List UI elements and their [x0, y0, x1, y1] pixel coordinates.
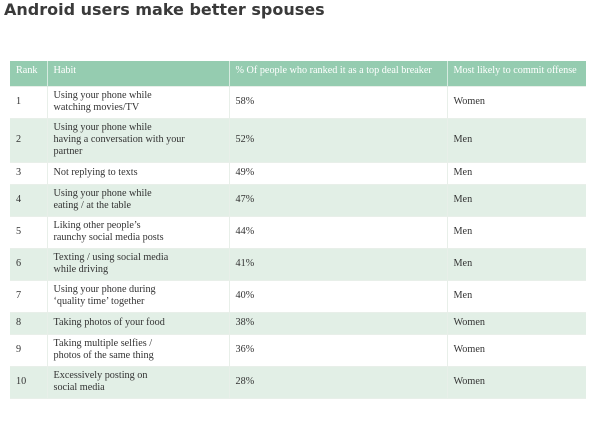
cell-most-likely: Men: [447, 215, 586, 248]
table-header-row: Rank Habit % Of people who ranked it as …: [10, 61, 586, 86]
cell-percent: 49%: [229, 161, 448, 184]
cell-percent: 41%: [229, 247, 448, 280]
cell-rank: 4: [10, 183, 48, 216]
table-row: 4 Using your phone while eating / at the…: [10, 183, 586, 216]
cell-habit: Using your phone while having a conversa…: [47, 117, 230, 162]
cell-rank: 10: [10, 365, 48, 399]
cell-percent: 58%: [229, 85, 448, 118]
cell-most-likely: Women: [447, 85, 586, 118]
cell-percent: 36%: [229, 333, 448, 366]
cell-habit: Liking other people’s raunchy social med…: [47, 215, 230, 248]
cell-percent: 40%: [229, 279, 448, 312]
cell-percent: 47%: [229, 183, 448, 216]
table-row: 8 Taking photos of your food 38% Women: [10, 311, 586, 334]
header-habit: Habit: [47, 61, 230, 86]
cell-rank: 3: [10, 161, 48, 184]
cell-habit: Texting / using social media while drivi…: [47, 247, 230, 280]
cell-rank: 8: [10, 311, 48, 334]
cell-rank: 7: [10, 279, 48, 312]
cell-rank: 9: [10, 333, 48, 366]
header-percent: % Of people who ranked it as a top deal …: [229, 61, 448, 86]
cell-rank: 5: [10, 215, 48, 248]
page-title: Android users make better spouses: [4, 0, 325, 19]
cell-rank: 2: [10, 117, 48, 162]
cell-habit: Taking photos of your food: [47, 311, 230, 334]
deal-breaker-table: Rank Habit % Of people who ranked it as …: [10, 61, 586, 399]
cell-percent: 38%: [229, 311, 448, 334]
table-row: 2 Using your phone while having a conver…: [10, 117, 586, 162]
table-row: 10 Excessively posting on social media 2…: [10, 365, 586, 399]
cell-most-likely: Women: [447, 311, 586, 334]
cell-habit: Excessively posting on social media: [47, 365, 230, 399]
cell-most-likely: Men: [447, 247, 586, 280]
cell-most-likely: Men: [447, 279, 586, 312]
cell-most-likely: Men: [447, 117, 586, 162]
table-row: 6 Texting / using social media while dri…: [10, 247, 586, 280]
cell-habit: Using your phone during ‘quality time’ t…: [47, 279, 230, 312]
table-row: 5 Liking other people’s raunchy social m…: [10, 215, 586, 248]
table-row: 1 Using your phone while watching movies…: [10, 85, 586, 118]
table-row: 9 Taking multiple selfies / photos of th…: [10, 333, 586, 366]
cell-percent: 52%: [229, 117, 448, 162]
cell-habit: Using your phone while watching movies/T…: [47, 85, 230, 118]
cell-habit: Not replying to texts: [47, 161, 230, 184]
cell-habit: Using your phone while eating / at the t…: [47, 183, 230, 216]
cell-rank: 1: [10, 85, 48, 118]
cell-most-likely: Women: [447, 365, 586, 399]
cell-habit: Taking multiple selfies / photos of the …: [47, 333, 230, 366]
header-rank: Rank: [10, 61, 48, 86]
cell-most-likely: Men: [447, 183, 586, 216]
cell-percent: 28%: [229, 365, 448, 399]
cell-percent: 44%: [229, 215, 448, 248]
cell-rank: 6: [10, 247, 48, 280]
cell-most-likely: Women: [447, 333, 586, 366]
table-row: 3 Not replying to texts 49% Men: [10, 161, 586, 184]
header-most-likely: Most likely to commit offense: [447, 61, 586, 86]
table-row: 7 Using your phone during ‘quality time’…: [10, 279, 586, 312]
cell-most-likely: Men: [447, 161, 586, 184]
